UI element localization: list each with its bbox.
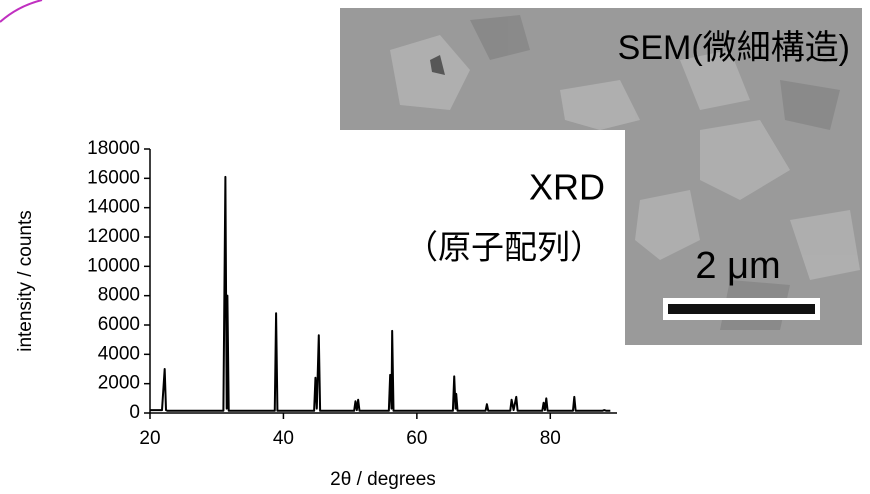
x-axis-label: 2θ / degrees: [330, 469, 436, 490]
y-tick-label: 2000: [98, 373, 140, 394]
xrd-sublabel: （原子配列）: [405, 229, 603, 266]
decoration-arc: [0, 0, 42, 22]
y-tick-label: 18000: [87, 138, 140, 159]
scale-bar: [668, 304, 815, 314]
y-tick-label: 10000: [87, 255, 140, 276]
figure: SEM(微細構造) 2 μm XRD （原子配列） 2θ / degrees i…: [0, 0, 870, 494]
x-tick-label: 40: [273, 428, 294, 449]
y-tick-label: 6000: [98, 314, 140, 335]
x-tick-label: 20: [139, 428, 160, 449]
sem-label: SEM(微細構造): [618, 29, 850, 67]
scale-label: 2 μm: [695, 245, 780, 287]
y-tick-label: 4000: [98, 343, 140, 364]
y-tick-label: 14000: [87, 197, 140, 218]
xrd-label: XRD: [529, 167, 605, 208]
y-tick-label: 8000: [98, 285, 140, 306]
x-tick-label: 80: [540, 428, 561, 449]
y-tick-label: 12000: [87, 226, 140, 247]
x-tick-label: 60: [406, 428, 427, 449]
y-axis-label: intensity / counts: [15, 210, 36, 352]
y-tick-label: 0: [129, 402, 140, 423]
y-tick-label: 16000: [87, 167, 140, 188]
